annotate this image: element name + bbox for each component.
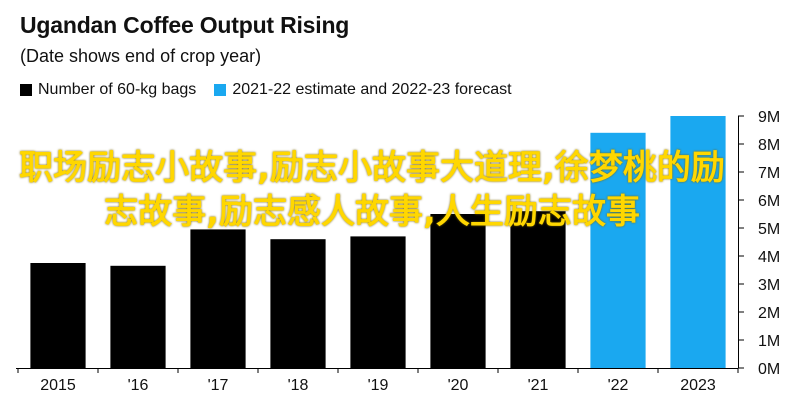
bar-bags-0 bbox=[30, 263, 86, 368]
y-tick-label-4: 4M bbox=[758, 249, 780, 266]
bar-bags-6 bbox=[510, 211, 566, 368]
x-axis-ticks: 2015 '16 '17 '18 '19 '20 '21 '22 2023 bbox=[17, 368, 739, 394]
chart-subtitle: (Date shows end of crop year) bbox=[20, 46, 262, 66]
y-tick-label-0: 0M bbox=[758, 361, 780, 378]
y-tick-label-5: 5M bbox=[758, 221, 780, 238]
x-tick-label-8: 2023 bbox=[680, 377, 716, 394]
legend-swatch-forecast bbox=[214, 84, 227, 96]
x-tick-label-5: '20 bbox=[448, 377, 469, 394]
bar-bags-2 bbox=[190, 229, 246, 368]
bar-forecast-7 bbox=[590, 132, 646, 368]
legend-label-bags: Number of 60-kg bags bbox=[38, 81, 197, 98]
legend-swatch-bags bbox=[20, 84, 32, 96]
y-tick-label-3: 3M bbox=[758, 277, 780, 294]
x-tick-label-4: '19 bbox=[368, 377, 389, 394]
bar-bags-4 bbox=[350, 236, 406, 368]
x-tick-label-6: '21 bbox=[528, 377, 549, 394]
bar-bags-5 bbox=[430, 214, 486, 368]
legend-label-forecast: 2021-22 estimate and 2022-23 forecast bbox=[232, 81, 512, 98]
legend-item-bags: Number of 60-kg bags bbox=[20, 81, 196, 99]
x-tick-label-0: 2015 bbox=[40, 377, 76, 394]
legend: Number of 60-kg bags 2021-22 estimate an… bbox=[20, 81, 530, 99]
y-tick-label-8: 8M bbox=[758, 137, 780, 154]
y-axis: 0M 1M 2M 3M 4M 5M 6M 7M 8M 9M bbox=[738, 109, 780, 378]
bar-forecast-8 bbox=[670, 116, 726, 368]
bar-bags-3 bbox=[270, 239, 326, 368]
chart-title: Ugandan Coffee Output Rising bbox=[20, 12, 350, 38]
x-tick-label-7: '22 bbox=[608, 377, 629, 394]
y-tick-label-9: 9M bbox=[758, 109, 780, 126]
x-tick-label-2: '17 bbox=[208, 377, 229, 394]
bars-group bbox=[16, 116, 738, 369]
y-tick-label-1: 1M bbox=[758, 333, 780, 350]
bar-bags-1 bbox=[110, 265, 166, 368]
y-tick-label-7: 7M bbox=[758, 165, 780, 182]
y-tick-label-2: 2M bbox=[758, 305, 780, 322]
x-tick-label-1: '16 bbox=[128, 377, 149, 394]
x-tick-label-3: '18 bbox=[288, 377, 309, 394]
legend-item-forecast: 2021-22 estimate and 2022-23 forecast bbox=[214, 81, 512, 99]
y-tick-label-6: 6M bbox=[758, 193, 780, 210]
